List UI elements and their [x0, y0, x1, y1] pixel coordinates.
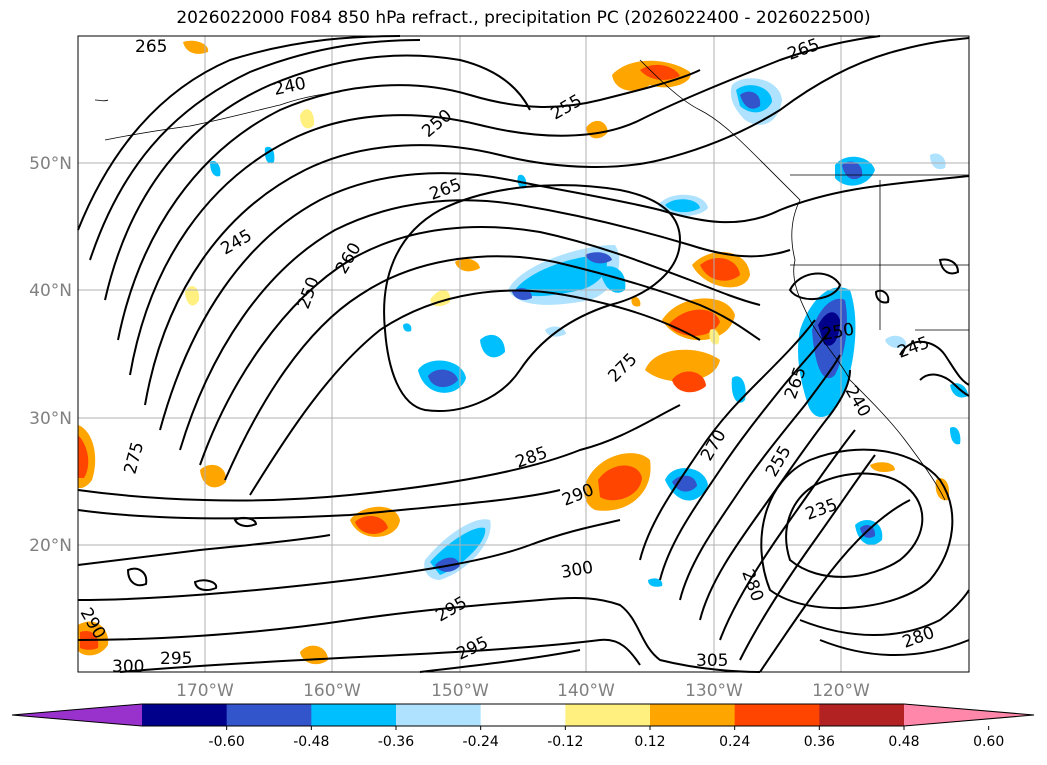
colorbar-tick-label: -0.48	[293, 734, 329, 750]
contour-label: 265	[135, 37, 167, 57]
colorbar-tick-label: 0.48	[888, 734, 919, 750]
colorbar-extend-low	[12, 704, 142, 726]
colorbar-outline	[11, 703, 1035, 727]
colorbar-segment	[819, 704, 905, 726]
contour-label: 300	[112, 657, 144, 677]
latitude-labels: 50°N 40°N 30°N 20°N	[29, 154, 72, 556]
lon-label: 150°W	[431, 681, 489, 701]
lat-label: 50°N	[29, 154, 72, 174]
colorbar-segment	[650, 704, 736, 726]
colorbar-tick-label: 0.12	[634, 734, 665, 750]
colorbar-tick-label: 0.36	[804, 734, 835, 750]
colorbar-segment	[311, 704, 397, 726]
lat-label: 20°N	[29, 536, 72, 556]
colorbar-tick-label: -0.60	[209, 734, 245, 750]
colorbar-extend-high	[904, 704, 1034, 726]
colorbar-segment	[142, 704, 228, 726]
map-title: 2026022000 F084 850 hPa refract., precip…	[176, 8, 871, 28]
map-panel: 265 240 250 255 265 245 260 250 265 275 …	[76, 35, 970, 677]
lat-label: 30°N	[29, 409, 72, 429]
coastlines	[94, 59, 969, 501]
contour-label: 305	[696, 651, 728, 671]
colorbar-segment	[226, 704, 312, 726]
colorbar-tick-label: -0.24	[463, 734, 499, 750]
colorbar-tick-label: -0.36	[378, 734, 414, 750]
lat-label: 40°N	[29, 281, 72, 301]
colorbar-segment	[734, 704, 820, 726]
lon-label: 140°W	[557, 681, 615, 701]
longitude-labels: 170°W 160°W 150°W 140°W 130°W 120°W	[176, 681, 870, 701]
graticule	[78, 36, 969, 672]
colorbar-tick-label: 0.60	[973, 734, 1004, 750]
lon-label: 160°W	[303, 681, 361, 701]
lon-label: 170°W	[176, 681, 234, 701]
colorbar-segment	[565, 704, 651, 726]
colorbar-segment	[396, 704, 482, 726]
lon-label: 130°W	[685, 681, 743, 701]
refractivity-contours	[77, 35, 970, 673]
colorbar-segment	[480, 704, 566, 726]
lon-label: 120°W	[812, 681, 870, 701]
colorbar-tick-label: -0.12	[547, 734, 583, 750]
colorbar: -0.60 -0.48 -0.36 -0.24 -0.12 0.12 0.24 0.36 0.4…	[11, 703, 1035, 750]
colorbar-tick-label: 0.24	[719, 734, 750, 750]
contour-label: 295	[160, 649, 192, 669]
